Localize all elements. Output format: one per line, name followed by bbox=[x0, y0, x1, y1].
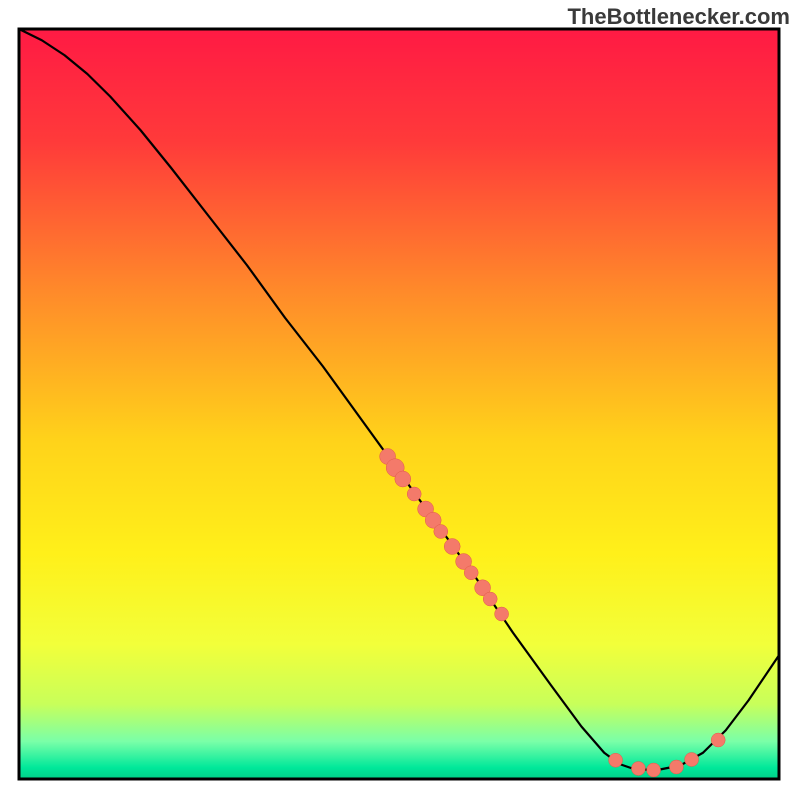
data-marker bbox=[685, 753, 699, 767]
data-marker bbox=[495, 607, 509, 621]
data-marker bbox=[464, 566, 478, 580]
data-marker bbox=[609, 753, 623, 767]
data-marker bbox=[434, 525, 448, 539]
data-marker bbox=[647, 763, 661, 777]
data-marker bbox=[407, 487, 421, 501]
data-marker bbox=[444, 539, 460, 555]
data-marker bbox=[395, 471, 411, 487]
data-marker bbox=[669, 760, 683, 774]
chart-container: TheBottlenecker.com bbox=[0, 0, 800, 800]
plot-background bbox=[19, 29, 779, 779]
chart-svg bbox=[0, 0, 800, 800]
data-marker bbox=[711, 733, 725, 747]
data-marker bbox=[631, 762, 645, 776]
data-marker bbox=[483, 592, 497, 606]
